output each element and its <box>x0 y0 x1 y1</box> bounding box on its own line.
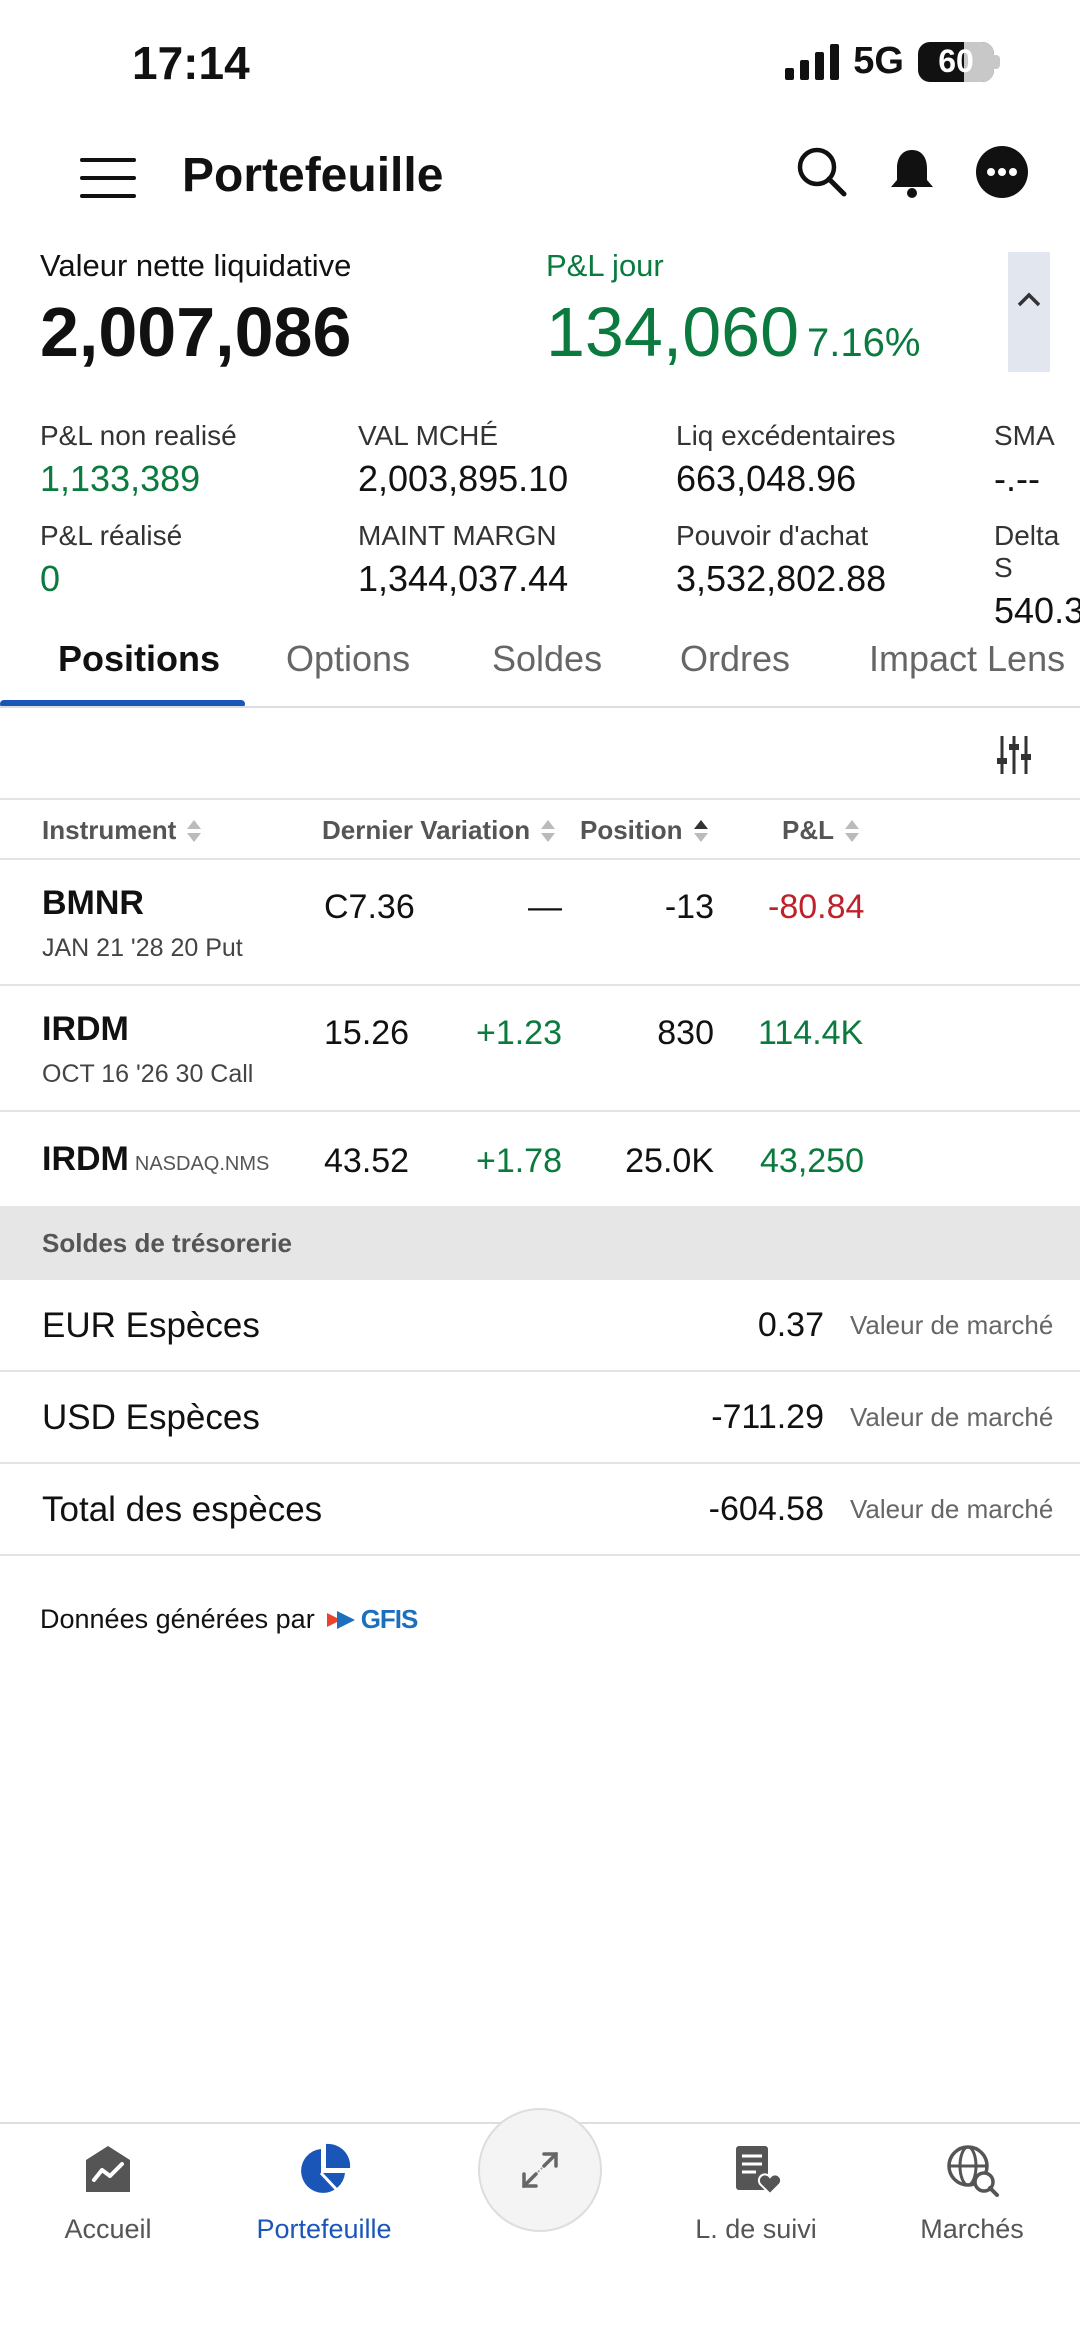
cash-section-header: Soldes de trésorerie <box>0 1206 1080 1280</box>
sort-icon <box>187 819 202 842</box>
tab-positions[interactable]: Positions <box>58 638 221 679</box>
bell-icon[interactable] <box>882 142 942 202</box>
column-instrument[interactable]: Instrument <box>42 815 202 846</box>
data-attribution: Données générées par GFIS <box>40 1604 418 1635</box>
cash-value: -604.58 <box>708 1490 824 1528</box>
position-pl: 114.4K <box>758 1014 864 1052</box>
bottom-navigation: Accueil Portefeuille L. de suivi <box>0 2108 1080 2336</box>
cash-kind: Valeur de marché <box>850 1310 1054 1340</box>
position-quantity: 830 <box>657 1014 714 1052</box>
cash-value: -711.29 <box>711 1398 824 1436</box>
battery-icon: 60 <box>918 41 994 82</box>
cash-kind: Valeur de marché <box>850 1494 1054 1524</box>
tab-bar: Positions Options Soldes Ordres Impact L… <box>0 620 1080 708</box>
metric-delta: Delta S 540.3 <box>994 520 1080 631</box>
data-by-label: Données générées par <box>40 1604 315 1634</box>
position-last: 15.26 <box>324 1014 410 1052</box>
watchlist-icon <box>736 2146 783 2196</box>
expand-arrows-icon <box>522 2152 558 2188</box>
cash-label: Total des espèces <box>42 1490 323 1529</box>
position-description: JAN 21 '28 20 Put <box>42 934 243 962</box>
expand-button[interactable] <box>478 2108 602 2232</box>
table-row[interactable]: IRDM OCT 16 '26 30 Call 15.26 +1.23 830 … <box>0 986 1080 1112</box>
position-symbol: IRDM <box>42 1010 129 1048</box>
position-symbol: BMNR <box>42 884 144 922</box>
position-quantity: -13 <box>664 888 714 926</box>
positions-table-header: Instrument Dernier Variation Position P&… <box>0 800 1080 860</box>
nav-portfolio[interactable]: Portefeuille <box>224 2142 424 2245</box>
position-last: 43.52 <box>324 1142 410 1180</box>
column-pl[interactable]: P&L <box>782 815 860 846</box>
cash-kind: Valeur de marché <box>850 1402 1054 1432</box>
active-tab-indicator <box>0 700 245 706</box>
app-header: Portefeuille <box>0 130 1080 240</box>
status-indicators: 5G 60 <box>785 40 1000 83</box>
status-time: 17:14 <box>132 37 250 89</box>
nlv-value: 2,007,086 <box>40 293 352 371</box>
tab-balances[interactable]: Soldes <box>492 638 603 679</box>
metric-buying-power: Pouvoir d'achat 3,532,802.88 <box>676 520 887 599</box>
tab-orders[interactable]: Ordres <box>680 638 791 679</box>
position-symbol: IRDM NASDAQ.NMS <box>42 1140 270 1178</box>
tab-impact-lens[interactable]: Impact Lens <box>869 638 1066 679</box>
cash-row-total[interactable]: Total des espèces -604.58 Valeur de marc… <box>0 1464 1080 1556</box>
net-liquidation: Valeur nette liquidative 2,007,086 <box>40 248 351 372</box>
page-title: Portefeuille <box>182 149 444 202</box>
position-change: — <box>528 888 562 926</box>
metric-market-value: VAL MCHÉ 2,003,895.10 <box>358 420 569 499</box>
sliders-icon[interactable] <box>994 734 1034 776</box>
daily-pl: P&L jour 134,060 7.16% <box>546 248 920 372</box>
metric-unrealized-pl: P&L non realisé 1,133,389 <box>40 420 237 499</box>
toolbar-row <box>0 708 1080 800</box>
metric-sma: SMA -.-- <box>994 420 1055 499</box>
position-exchange: NASDAQ.NMS <box>134 1153 270 1175</box>
gfis-logo[interactable]: GFIS <box>326 1604 418 1635</box>
chevron-up-icon <box>1017 292 1041 307</box>
position-pl: 43,250 <box>760 1142 864 1180</box>
table-row[interactable]: BMNR JAN 21 '28 20 Put C7.36 — -13 -80.8… <box>0 860 1080 986</box>
position-change: +1.23 <box>475 1014 562 1052</box>
cash-label: USD Espèces <box>42 1398 260 1437</box>
pl-day-value: 134,060 <box>546 293 800 371</box>
nav-watchlist[interactable]: L. de suivi <box>656 2142 856 2245</box>
pl-day-percent: 7.16% <box>807 321 921 365</box>
cash-value: 0.37 <box>757 1306 824 1344</box>
collapse-button[interactable] <box>1008 252 1050 372</box>
position-quantity: 25.0K <box>625 1142 714 1180</box>
search-icon[interactable] <box>792 142 852 202</box>
globe-search-icon <box>947 2145 999 2197</box>
pl-day-label: P&L jour <box>546 248 664 283</box>
column-last-change[interactable]: Dernier Variation <box>322 815 556 846</box>
signal-icon <box>785 43 840 80</box>
home-chart-icon <box>86 2146 130 2192</box>
cash-label: EUR Espèces <box>42 1306 260 1345</box>
position-change: +1.78 <box>475 1142 562 1180</box>
pie-chart-icon <box>301 2143 351 2193</box>
sort-ascending-icon <box>693 819 708 842</box>
table-row[interactable]: IRDM NASDAQ.NMS 43.52 +1.78 25.0K 43,250 <box>0 1112 1080 1206</box>
sort-icon <box>541 819 556 842</box>
network-label: 5G <box>853 40 904 82</box>
metric-realized-pl: P&L réalisé 0 <box>40 520 183 599</box>
metric-excess-liquidity: Liq excédentaires 663,048.96 <box>676 420 896 499</box>
position-last: C7.36 <box>324 888 415 926</box>
menu-icon[interactable] <box>80 158 136 198</box>
sort-icon <box>845 819 859 842</box>
position-description: OCT 16 '26 30 Call <box>42 1060 254 1088</box>
cash-row-usd[interactable]: USD Espèces -711.29 Valeur de marché <box>0 1372 1080 1464</box>
nav-home[interactable]: Accueil <box>8 2142 208 2245</box>
more-icon[interactable] <box>972 142 1032 202</box>
cash-row-eur[interactable]: EUR Espèces 0.37 Valeur de marché <box>0 1280 1080 1372</box>
status-bar: 17:14 5G 60 <box>0 0 1080 130</box>
column-position[interactable]: Position <box>580 815 709 846</box>
nlv-label: Valeur nette liquidative <box>40 248 352 283</box>
gfis-logo-icon <box>326 1610 355 1629</box>
nav-markets[interactable]: Marchés <box>872 2142 1072 2245</box>
position-pl: -80.84 <box>768 888 865 926</box>
metric-maint-margin: MAINT MARGN 1,344,037.44 <box>358 520 569 599</box>
tab-options[interactable]: Options <box>286 638 411 679</box>
